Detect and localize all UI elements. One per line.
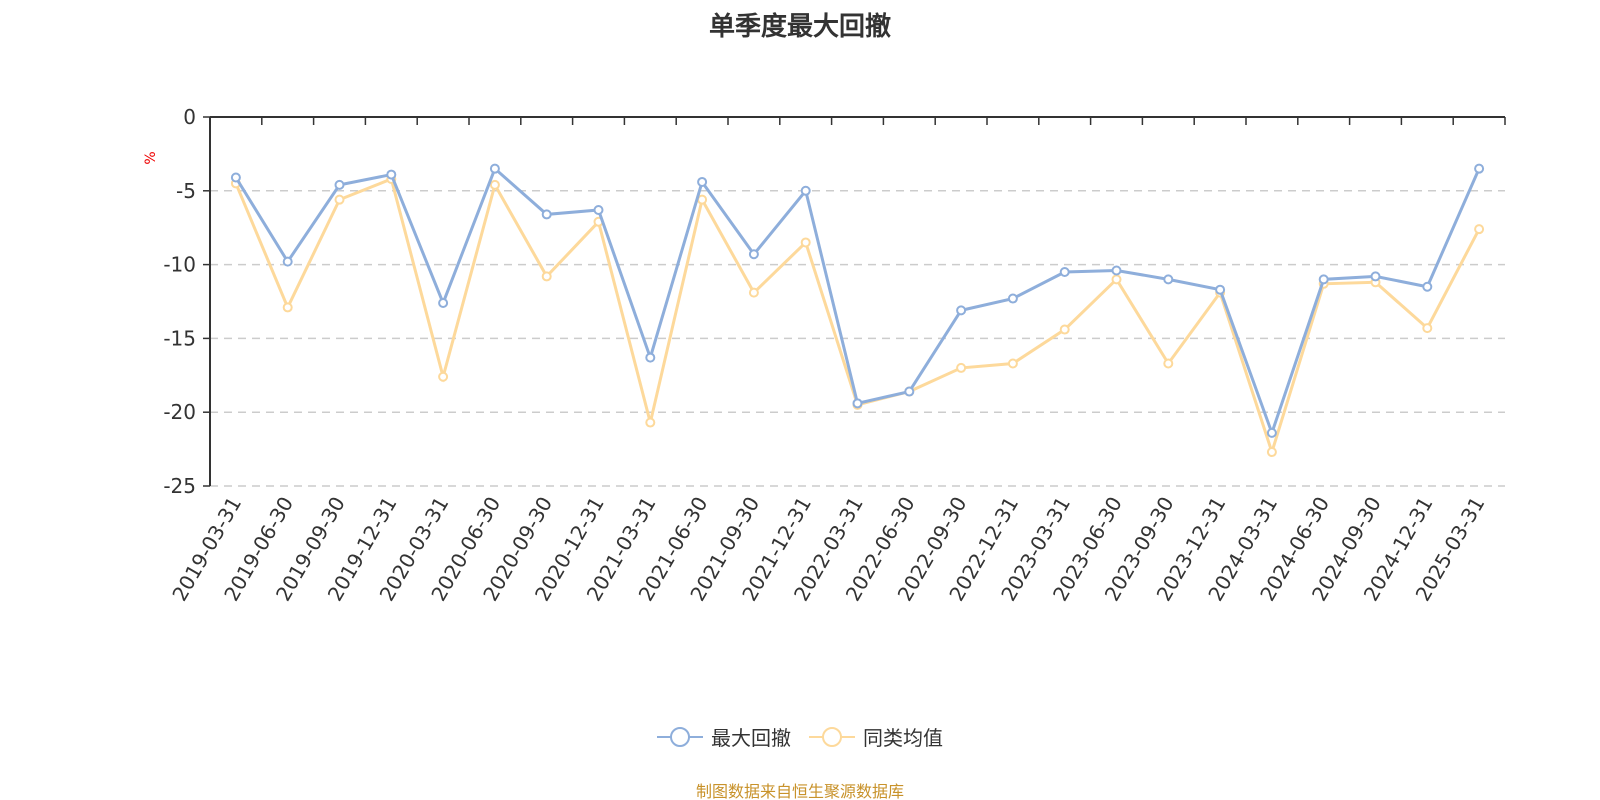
- data-point: [438, 297, 449, 308]
- data-point: [1266, 427, 1277, 438]
- data-point: [645, 417, 656, 428]
- legend-item-peer-average[interactable]: 同类均值: [809, 722, 943, 751]
- data-point: [800, 237, 811, 248]
- legend-marker-icon: [657, 726, 703, 747]
- legend-marker-icon: [809, 726, 855, 747]
- data-point: [645, 352, 656, 363]
- y-tick-label: -15: [163, 326, 196, 350]
- y-tick-label: -25: [163, 474, 196, 498]
- data-source-note: 制图数据来自恒生聚源数据库: [695, 782, 904, 800]
- data-point: [282, 256, 293, 267]
- data-point: [1215, 284, 1226, 295]
- data-point: [282, 302, 293, 313]
- data-point: [1059, 324, 1070, 335]
- data-point: [334, 179, 345, 190]
- data-point: [334, 194, 345, 205]
- data-point: [489, 163, 500, 174]
- data-point: [1007, 358, 1018, 369]
- data-point: [541, 209, 552, 220]
- data-point: [1007, 293, 1018, 304]
- y-tick-label: -5: [176, 179, 196, 203]
- data-point: [1111, 265, 1122, 276]
- data-point: [800, 185, 811, 196]
- data-point: [1474, 163, 1485, 174]
- legend: 最大回撤 同类均值: [0, 722, 1600, 751]
- data-point: [386, 169, 397, 180]
- data-point: [541, 271, 552, 282]
- data-point: [1422, 323, 1433, 334]
- data-point: [593, 204, 604, 215]
- data-point: [852, 398, 863, 409]
- data-point: [230, 172, 241, 183]
- legend-item-max-drawdown[interactable]: 最大回撤: [657, 722, 791, 751]
- y-tick-label: -10: [163, 253, 196, 277]
- data-point: [489, 179, 500, 190]
- data-point: [904, 386, 915, 397]
- data-point: [1318, 274, 1329, 285]
- data-point: [1111, 274, 1122, 285]
- data-point: [748, 287, 759, 298]
- data-point: [697, 176, 708, 187]
- series-line: [234, 176, 1481, 458]
- data-point: [956, 305, 967, 316]
- data-point: [438, 371, 449, 382]
- chart-title: 单季度最大回撤: [708, 12, 891, 42]
- data-point: [1474, 224, 1485, 235]
- data-point: [1163, 358, 1174, 369]
- legend-label: 同类均值: [863, 726, 943, 750]
- y-tick-label: 0: [183, 105, 196, 129]
- data-point: [1266, 447, 1277, 458]
- y-tick-label: -20: [163, 400, 196, 424]
- data-point: [1422, 281, 1433, 292]
- data-point: [1163, 274, 1174, 285]
- data-point: [748, 249, 759, 260]
- y-axis-label: %: [143, 151, 159, 164]
- data-point: [1370, 271, 1381, 282]
- data-point: [697, 194, 708, 205]
- legend-label: 最大回撤: [711, 726, 791, 750]
- data-point: [1059, 266, 1070, 277]
- data-point: [956, 362, 967, 373]
